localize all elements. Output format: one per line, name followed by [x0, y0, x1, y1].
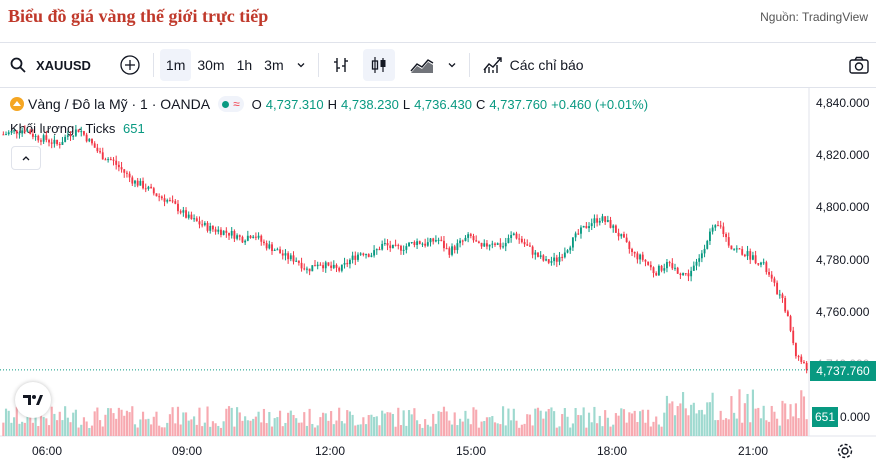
- status-dot-icon: [222, 100, 230, 108]
- chart-toolbar: XAUUSD 1m 30m 1h 3m Các chỉ báo: [0, 43, 876, 88]
- x-tick-label: 09:00: [171, 444, 203, 458]
- page-title: Biểu đồ giá vàng thế giới trực tiếp: [8, 6, 269, 26]
- open-value: 4,737.310: [265, 96, 324, 112]
- toolbar-divider: [152, 53, 154, 77]
- area-chart-type-icon[interactable]: [403, 49, 441, 81]
- y-tick-label: 4,800.000: [816, 200, 870, 215]
- bar-chart-type-icon[interactable]: [325, 49, 357, 81]
- indicators-button[interactable]: Các chỉ báo: [509, 57, 584, 73]
- close-key: C: [475, 96, 486, 112]
- chart-frame: [0, 42, 876, 466]
- series-legend: Vàng / Đô la Mỹ · 1 · OANDA ≈ O 4,737.310…: [10, 96, 648, 112]
- y-tick-label: 4,840.000: [816, 96, 870, 110]
- change-value: +0.460 (+0.01%): [551, 96, 649, 112]
- low-key: L: [402, 96, 411, 112]
- last-volume-label: 651: [812, 407, 838, 427]
- market-status-badge[interactable]: ≈: [218, 96, 244, 112]
- last-price-label: 4,737.760: [810, 361, 876, 381]
- high-value: 4,738.230: [341, 96, 399, 112]
- y-tick-label: 4,820.000: [816, 148, 870, 163]
- camera-icon[interactable]: [842, 49, 876, 81]
- settings-gear-icon[interactable]: [836, 442, 854, 465]
- y-tick-label: 4,760.000: [816, 304, 870, 319]
- x-tick-label: 12:00: [314, 444, 346, 458]
- collapse-legend-button[interactable]: [11, 146, 41, 170]
- open-key: O: [251, 96, 262, 112]
- chevron-up-icon: [22, 156, 30, 161]
- y-tick-label: 4,780.000: [816, 252, 870, 267]
- interval-1m-button[interactable]: 1m: [159, 49, 192, 81]
- x-tick-label: 18:00: [596, 444, 628, 458]
- volume-value: 651: [123, 121, 145, 136]
- search-icon[interactable]: [0, 49, 32, 81]
- high-key: H: [327, 96, 338, 112]
- volume-axis-label: 0.000: [840, 410, 871, 424]
- toolbar-divider: [317, 53, 319, 77]
- interval-1h-button[interactable]: 1h: [236, 57, 253, 73]
- close-value: 4,737.760: [489, 96, 548, 112]
- interval-30m-button[interactable]: 30m: [197, 57, 225, 73]
- chevron-down-icon[interactable]: [290, 49, 312, 81]
- volume-label[interactable]: Khối lượng · Ticks: [10, 121, 116, 136]
- x-tick-label: 15:00: [455, 444, 487, 458]
- toolbar-divider: [468, 53, 470, 77]
- oanda-logo-icon: [10, 97, 24, 111]
- interval-3m-button[interactable]: 3m: [264, 57, 284, 73]
- volume-legend: Khối lượng · Ticks 651: [10, 121, 145, 136]
- symbol-search-button[interactable]: XAUUSD: [36, 57, 91, 73]
- x-tick-label: 21:00: [737, 444, 769, 458]
- indicators-icon[interactable]: [476, 49, 510, 81]
- x-tick-label: 06:00: [31, 444, 63, 458]
- approx-icon: ≈: [233, 97, 240, 111]
- compare-add-icon[interactable]: [113, 49, 147, 81]
- low-value: 4,736.430: [414, 96, 472, 112]
- tradingview-logo[interactable]: [15, 382, 51, 418]
- chevron-down-icon[interactable]: [441, 49, 463, 81]
- series-name[interactable]: Vàng / Đô la Mỹ · 1 · OANDA: [28, 96, 211, 112]
- source-label: Nguồn: TradingView: [760, 10, 868, 24]
- candles-chart-type-icon[interactable]: [362, 49, 395, 81]
